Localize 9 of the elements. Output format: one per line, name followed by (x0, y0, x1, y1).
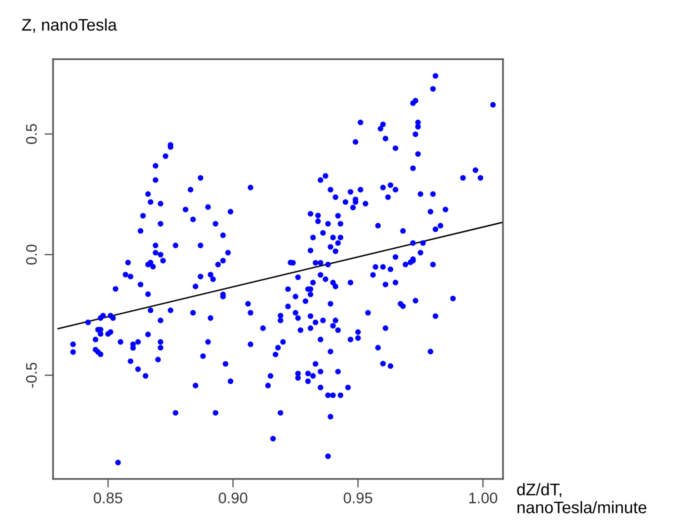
x-tick-label: 1.00 (469, 492, 498, 504)
y-axis-title: Z, nanoTesla (22, 18, 117, 33)
x-tick-label: 0.95 (344, 492, 372, 504)
x-tick-label: 0.90 (218, 492, 248, 504)
y-tick-label: -0.5 (26, 362, 37, 388)
y-tick-label: 0.5 (26, 124, 37, 144)
x-tick-label: 0.85 (94, 492, 122, 504)
y-tick-label: 0.0 (26, 244, 37, 265)
x-axis-title: dZ/dT, nanoTesla/minute (517, 483, 646, 514)
